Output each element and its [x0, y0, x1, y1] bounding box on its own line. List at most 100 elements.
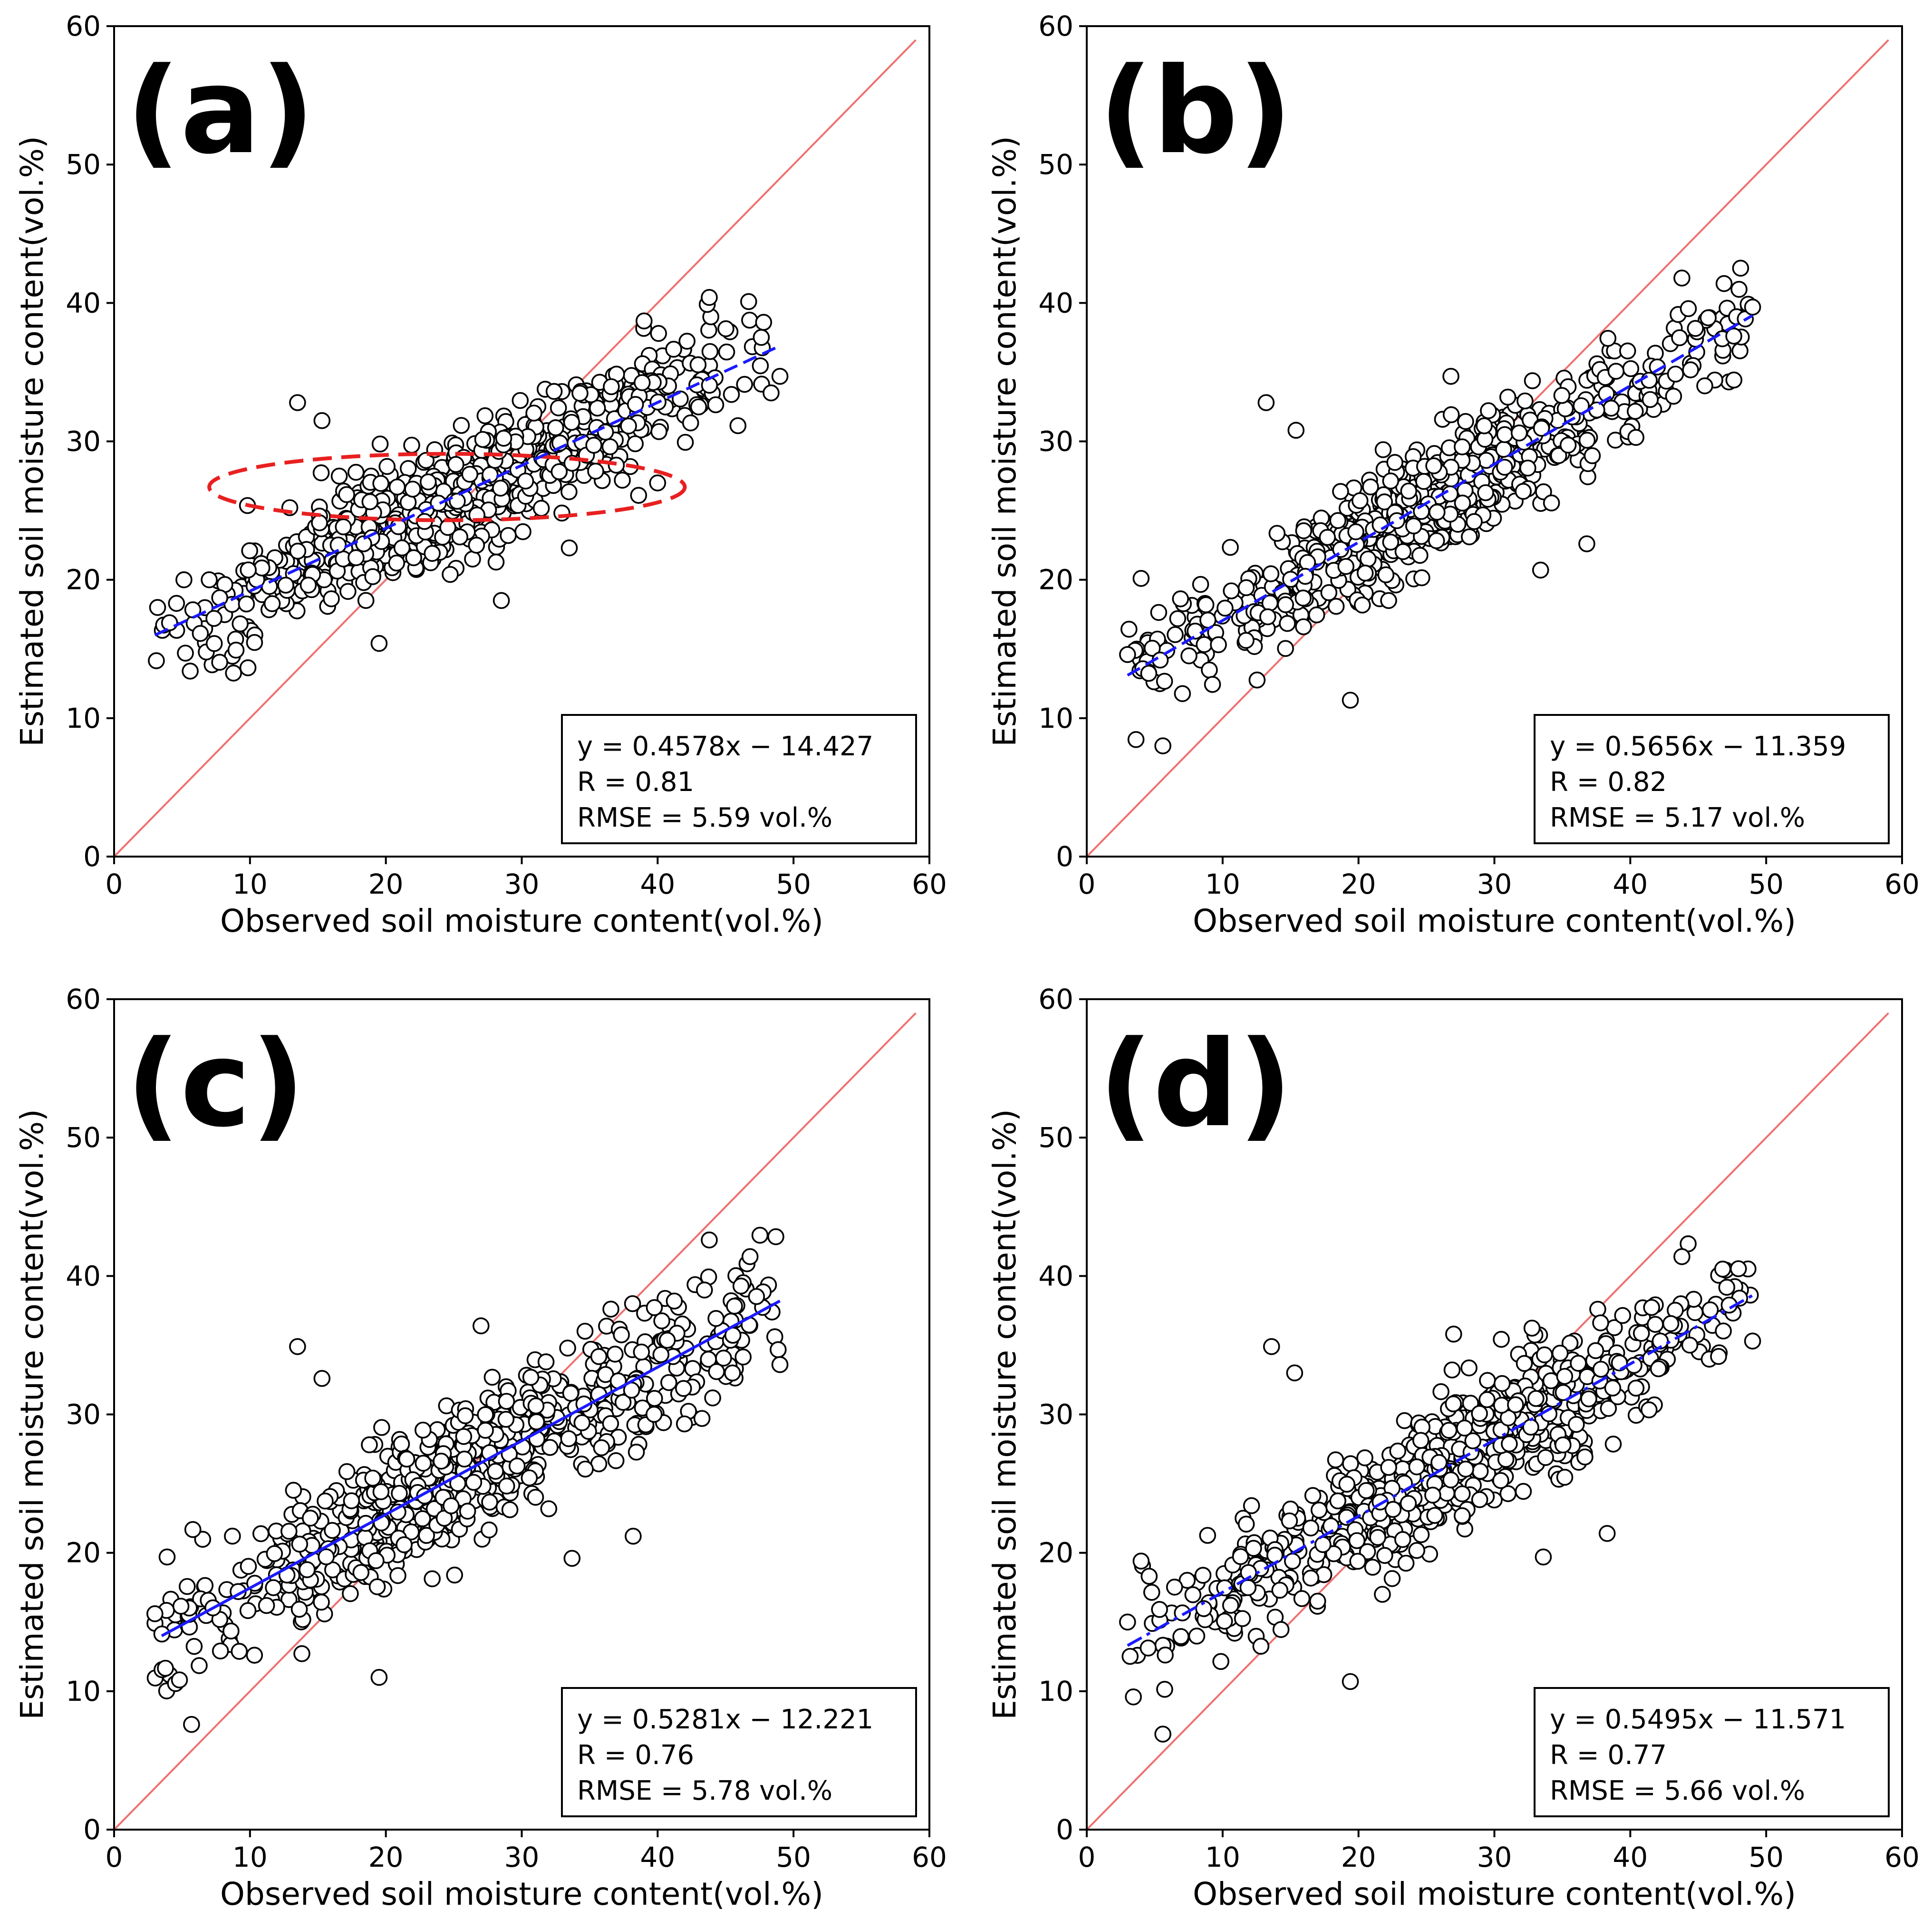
- y-tick-label: 60: [1038, 983, 1073, 1015]
- data-point: [576, 1322, 594, 1340]
- data-point: [767, 1228, 784, 1245]
- data-point: [1598, 1525, 1616, 1542]
- data-point: [357, 592, 375, 609]
- data-point: [285, 1482, 302, 1499]
- data-point: [1327, 598, 1345, 615]
- data-point: [1234, 1610, 1251, 1627]
- fit-line: [161, 1300, 781, 1638]
- data-point: [455, 1428, 473, 1445]
- fit-line: [1127, 314, 1754, 677]
- data-point: [723, 386, 740, 403]
- data-point: [1308, 606, 1325, 624]
- data-point: [1252, 1638, 1270, 1655]
- data-point: [1523, 1320, 1541, 1337]
- data-point: [171, 1671, 188, 1688]
- data-point: [717, 320, 734, 338]
- data-point: [1262, 565, 1280, 582]
- data-point: [338, 1463, 356, 1480]
- data-point: [404, 481, 421, 498]
- data-point: [399, 460, 417, 477]
- data-point: [1524, 372, 1541, 389]
- data-point: [1568, 1416, 1585, 1433]
- x-tick-label: 20: [368, 868, 404, 900]
- data-point: [1245, 1540, 1262, 1557]
- data-point: [464, 550, 481, 568]
- data-point: [1188, 1628, 1206, 1645]
- data-point: [372, 475, 389, 492]
- data-point: [1627, 429, 1644, 446]
- data-point: [1408, 1458, 1426, 1475]
- data-point: [1464, 1432, 1481, 1449]
- y-tick-label: 60: [66, 10, 101, 42]
- x-axis-title: Observed soil moisture content(vol.%): [1193, 1876, 1796, 1912]
- data-point: [1150, 604, 1168, 621]
- x-tick-label: 0: [106, 1841, 123, 1873]
- data-point: [291, 1535, 309, 1553]
- data-point: [1696, 377, 1713, 395]
- data-point: [388, 478, 406, 496]
- data-point: [753, 328, 770, 346]
- data-point: [1460, 1359, 1478, 1377]
- data-point: [1127, 731, 1145, 748]
- data-point: [453, 417, 470, 434]
- data-point: [1714, 1261, 1731, 1278]
- data-point: [634, 374, 651, 391]
- y-tick-label: 50: [1038, 1121, 1073, 1154]
- data-point: [483, 1369, 501, 1386]
- data-point: [512, 392, 529, 409]
- data-point: [1349, 1553, 1366, 1570]
- rmse-value: RMSE = 5.59 vol.%: [577, 802, 832, 833]
- data-point: [1380, 592, 1397, 609]
- data-point: [177, 645, 194, 662]
- data-point: [1443, 1361, 1461, 1379]
- data-point: [1457, 1460, 1474, 1478]
- data-point: [1476, 417, 1493, 434]
- data-point: [1478, 1391, 1496, 1408]
- data-point: [1457, 413, 1474, 430]
- data-point: [1454, 1485, 1471, 1503]
- data-point: [1680, 300, 1697, 318]
- data-point: [741, 311, 758, 329]
- data-point: [1730, 1260, 1747, 1277]
- data-point: [1360, 550, 1377, 568]
- data-point: [1576, 1448, 1594, 1466]
- data-point: [1536, 1346, 1553, 1363]
- data-point: [1329, 1492, 1346, 1510]
- data-point: [1284, 1553, 1301, 1570]
- data-point: [1286, 1364, 1304, 1381]
- data-point: [1589, 1301, 1606, 1318]
- data-point: [277, 577, 294, 594]
- data-point: [312, 464, 330, 482]
- data-point: [563, 1550, 581, 1567]
- data-point: [224, 1527, 241, 1545]
- data-point: [1553, 387, 1571, 404]
- data-point: [1715, 275, 1733, 292]
- data-point: [1132, 1553, 1150, 1570]
- data-point: [246, 634, 263, 651]
- data-point: [1405, 517, 1422, 535]
- data-point: [718, 343, 735, 361]
- data-point: [1248, 671, 1266, 689]
- data-point: [1442, 406, 1460, 424]
- data-point: [240, 1558, 257, 1575]
- data-point: [477, 1406, 494, 1423]
- data-point: [500, 527, 517, 544]
- data-point: [1140, 1568, 1158, 1585]
- data-point: [560, 483, 578, 501]
- y-tick-label: 30: [66, 425, 101, 458]
- data-point: [501, 1501, 519, 1518]
- data-point: [1497, 1451, 1515, 1468]
- data-point: [1132, 570, 1150, 587]
- data-point: [290, 1601, 308, 1618]
- y-tick-label: 20: [1038, 564, 1073, 596]
- data-point: [770, 1341, 787, 1359]
- data-point: [232, 615, 249, 633]
- data-point: [481, 1521, 498, 1539]
- data-point: [461, 465, 479, 483]
- data-point: [1578, 432, 1596, 449]
- data-point: [763, 384, 780, 402]
- data-point: [487, 553, 505, 571]
- data-point: [1515, 1483, 1532, 1500]
- data-point: [1310, 1502, 1328, 1519]
- data-point: [652, 1346, 670, 1363]
